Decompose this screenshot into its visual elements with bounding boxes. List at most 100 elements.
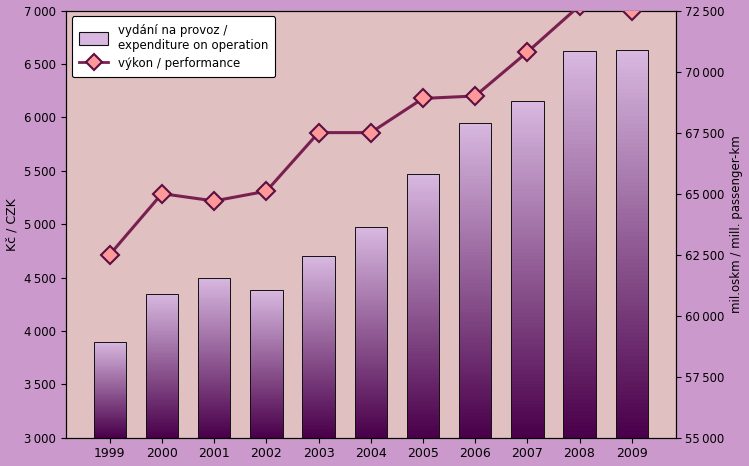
- Bar: [407, 396, 439, 398]
- Bar: [563, 113, 595, 117]
- Bar: [616, 275, 648, 279]
- Bar: [303, 274, 335, 276]
- Bar: [511, 343, 544, 347]
- Bar: [354, 269, 387, 272]
- Bar: [250, 296, 282, 298]
- Bar: [250, 422, 282, 423]
- Bar: [616, 135, 648, 139]
- Bar: [407, 274, 439, 277]
- Bar: [94, 424, 126, 425]
- Bar: [511, 266, 544, 269]
- Bar: [354, 360, 387, 362]
- Bar: [511, 152, 544, 155]
- Bar: [94, 347, 126, 349]
- Bar: [146, 361, 178, 363]
- Bar: [94, 414, 126, 415]
- Bar: [563, 136, 595, 140]
- Bar: [563, 217, 595, 221]
- Bar: [563, 380, 595, 384]
- Bar: [303, 309, 335, 311]
- Bar: [459, 330, 491, 334]
- Bar: [563, 183, 595, 186]
- Bar: [303, 350, 335, 352]
- Legend: vydání na provoz /
expenditure on operation, výkon / performance: vydání na provoz / expenditure on operat…: [72, 16, 275, 77]
- Bar: [303, 280, 335, 281]
- Bar: [354, 339, 387, 341]
- Bar: [354, 436, 387, 438]
- Bar: [250, 423, 282, 425]
- Bar: [407, 293, 439, 295]
- Bar: [511, 384, 544, 387]
- Bar: [616, 279, 648, 283]
- Bar: [198, 361, 231, 363]
- Bar: [511, 350, 544, 354]
- Bar: [354, 396, 387, 398]
- Bar: [146, 425, 178, 426]
- Bar: [616, 198, 648, 201]
- Bar: [511, 219, 544, 222]
- Bar: [616, 244, 648, 248]
- Bar: [563, 411, 595, 415]
- Bar: [511, 178, 544, 182]
- Bar: [94, 372, 126, 373]
- Bar: [94, 431, 126, 432]
- Bar: [250, 301, 282, 302]
- Bar: [459, 246, 491, 249]
- Bar: [94, 353, 126, 354]
- Bar: [94, 428, 126, 429]
- Bar: [563, 256, 595, 260]
- Bar: [616, 228, 648, 232]
- Bar: [459, 362, 491, 365]
- Bar: [511, 246, 544, 249]
- Bar: [303, 276, 335, 278]
- Bar: [94, 432, 126, 433]
- Bar: [459, 192, 491, 195]
- Bar: [146, 294, 178, 438]
- Bar: [250, 320, 282, 321]
- Bar: [459, 255, 491, 258]
- Bar: [616, 384, 648, 387]
- Bar: [563, 326, 595, 329]
- Bar: [94, 352, 126, 353]
- Bar: [94, 368, 126, 369]
- Bar: [198, 363, 231, 364]
- Bar: [250, 401, 282, 402]
- Bar: [354, 408, 387, 411]
- Bar: [511, 290, 544, 293]
- Bar: [407, 174, 439, 438]
- Bar: [459, 353, 491, 356]
- Bar: [250, 290, 282, 292]
- Bar: [146, 420, 178, 422]
- Bar: [94, 401, 126, 402]
- Bar: [198, 329, 231, 330]
- Bar: [146, 426, 178, 428]
- Bar: [407, 280, 439, 282]
- Bar: [407, 348, 439, 351]
- Bar: [198, 278, 231, 438]
- Bar: [94, 373, 126, 374]
- Bar: [616, 317, 648, 322]
- Bar: [459, 230, 491, 233]
- Bar: [94, 416, 126, 417]
- Bar: [511, 330, 544, 334]
- Bar: [354, 265, 387, 267]
- Bar: [94, 358, 126, 359]
- Bar: [616, 69, 648, 73]
- Bar: [563, 233, 595, 237]
- Bar: [303, 305, 335, 307]
- Bar: [459, 321, 491, 324]
- Bar: [146, 396, 178, 397]
- Bar: [250, 380, 282, 382]
- Bar: [303, 416, 335, 418]
- Bar: [563, 275, 595, 279]
- Bar: [616, 93, 648, 96]
- Bar: [250, 333, 282, 335]
- Bar: [303, 382, 335, 383]
- Bar: [303, 256, 335, 258]
- Bar: [511, 243, 544, 246]
- Bar: [198, 340, 231, 342]
- Bar: [94, 363, 126, 364]
- Bar: [511, 316, 544, 320]
- Bar: [146, 308, 178, 309]
- Bar: [563, 368, 595, 372]
